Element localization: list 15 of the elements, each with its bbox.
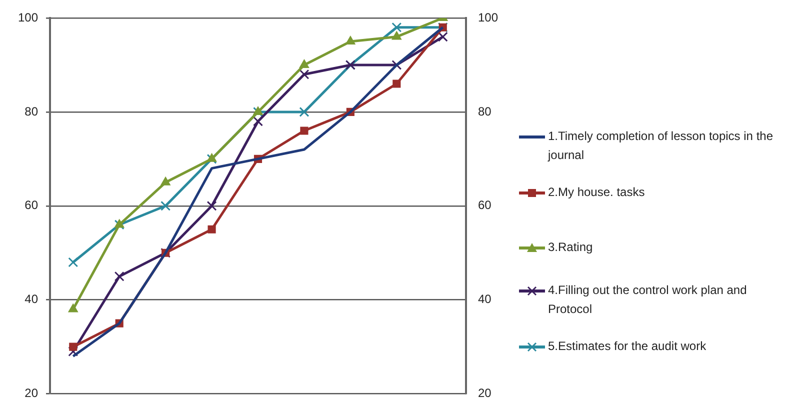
y2-tick-label: 80 [478, 104, 492, 118]
y-tick-label: 60 [24, 198, 38, 212]
legend-label: 5.Estimates for the audit work [548, 338, 706, 355]
legend-label: 2.My house. tasks [548, 184, 645, 201]
y2-tick-label: 40 [478, 292, 492, 306]
y-tick-label: 100 [18, 10, 38, 24]
y2-tick-label: 60 [478, 198, 492, 212]
legend-label: 4.Filling out the control work plan and Protocol [548, 282, 748, 318]
legend-label: 1.Timely completion of lesson topics in the journal [548, 128, 774, 164]
y-tick-label: 20 [24, 386, 38, 400]
y2-tick-label: 20 [478, 386, 492, 400]
y2-tick-label: 100 [478, 10, 498, 24]
y-tick-label: 40 [24, 292, 38, 306]
y-tick-label: 80 [24, 104, 38, 118]
legend-label: 3.Rating [548, 239, 593, 256]
